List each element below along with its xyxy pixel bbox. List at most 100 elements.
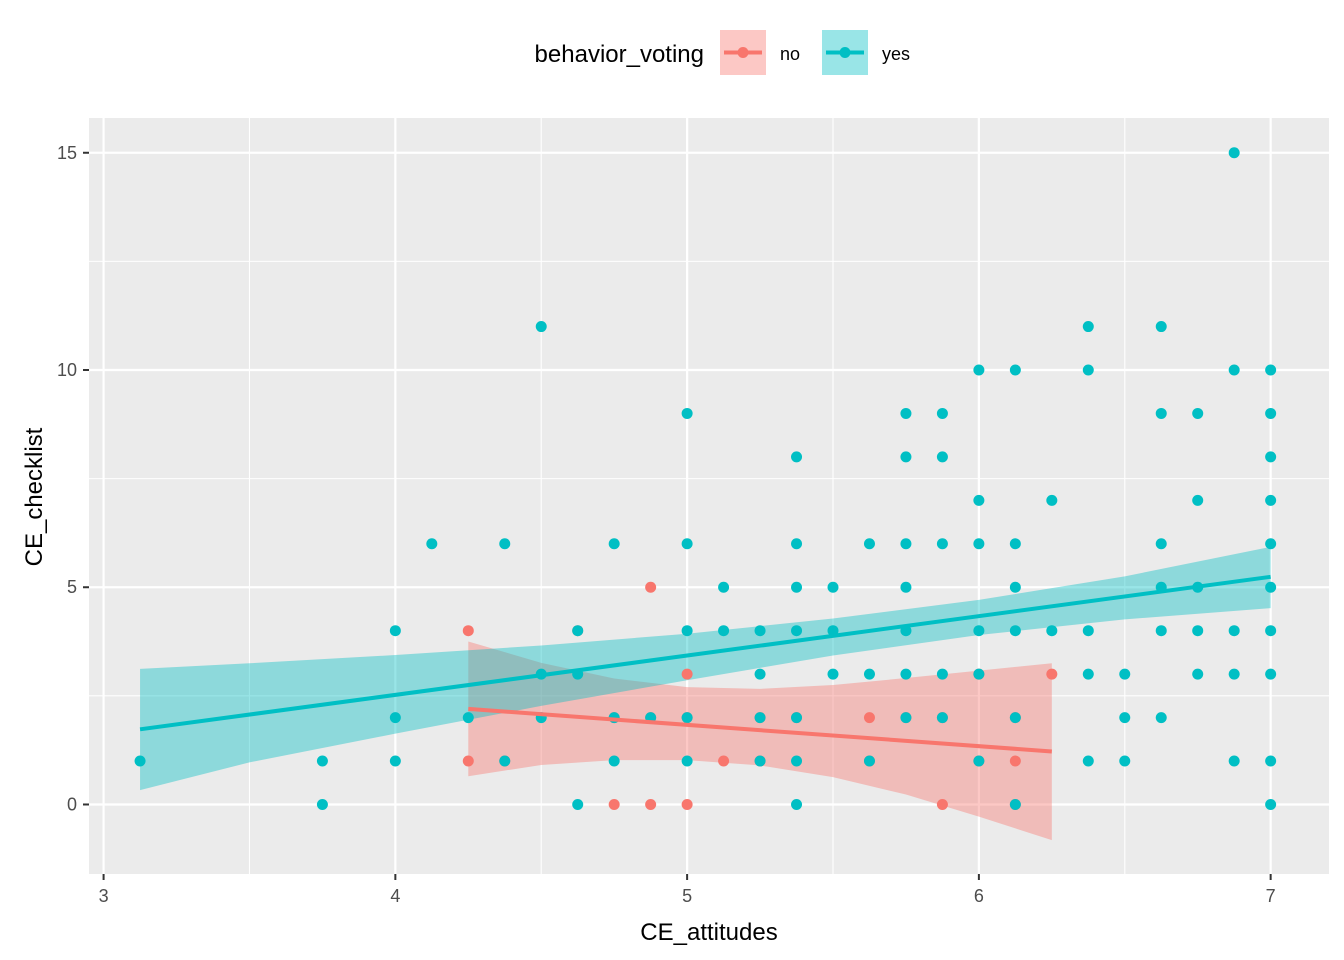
fit-line-yes	[139, 574, 1271, 732]
legend-label-yes: yes	[882, 44, 910, 64]
legend: behavior_voting no yes	[535, 30, 910, 75]
x-tick-label: 7	[1266, 886, 1276, 906]
data-point-yes	[900, 668, 912, 680]
confidence-band-yes	[140, 546, 1271, 791]
data-point-yes	[1046, 625, 1058, 637]
data-point-no	[645, 798, 657, 810]
data-point-no	[1046, 668, 1058, 680]
data-point-no	[608, 798, 620, 810]
x-axis-title: CE_attitudes	[640, 919, 777, 946]
data-point-yes	[1119, 755, 1131, 767]
data-point-yes	[681, 538, 693, 550]
data-point-yes	[316, 755, 328, 767]
data-point-yes	[1119, 712, 1131, 724]
data-point-yes	[936, 712, 948, 724]
y-tick-label: 15	[57, 143, 77, 163]
data-point-yes	[426, 538, 438, 550]
data-point-yes	[1155, 538, 1167, 550]
data-point-yes	[1082, 364, 1094, 376]
data-point-yes	[681, 755, 693, 767]
data-point-yes	[134, 755, 146, 767]
data-point-yes	[754, 712, 766, 724]
data-point-yes	[1265, 668, 1277, 680]
data-point-yes	[1265, 755, 1277, 767]
data-point-no	[863, 712, 875, 724]
data-point-yes	[827, 625, 839, 637]
data-point-yes	[900, 538, 912, 550]
data-point-yes	[462, 712, 474, 724]
y-axis-title: CE_checklist	[21, 427, 48, 566]
data-point-yes	[1155, 625, 1167, 637]
data-point-yes	[1192, 668, 1204, 680]
data-point-yes	[1009, 581, 1021, 593]
data-point-yes	[863, 755, 875, 767]
data-point-yes	[1082, 755, 1094, 767]
data-point-no	[1009, 755, 1021, 767]
data-point-no	[936, 798, 948, 810]
axes: 3 4 5 6 7 0 5 10 15	[57, 143, 1276, 906]
confidence-band-no	[468, 641, 1052, 841]
data-point-yes	[1009, 712, 1021, 724]
fit-lines	[139, 574, 1271, 754]
legend-key-point-no	[737, 47, 749, 58]
data-point-yes	[1265, 451, 1277, 463]
y-tick-label: 10	[57, 360, 77, 380]
data-point-yes	[791, 712, 803, 724]
data-point-yes	[791, 625, 803, 637]
legend-label-no: no	[780, 44, 800, 64]
data-point-yes	[1082, 321, 1094, 333]
data-point-yes	[1009, 625, 1021, 637]
data-point-yes	[1265, 625, 1277, 637]
data-point-yes	[973, 364, 985, 376]
data-point-yes	[863, 668, 875, 680]
data-point-yes	[1265, 494, 1277, 506]
data-point-yes	[1228, 147, 1240, 159]
plot-panel	[89, 118, 1329, 874]
confidence-bands	[140, 546, 1271, 841]
data-point-yes	[1082, 668, 1094, 680]
data-point-yes	[1046, 494, 1058, 506]
data-point-yes	[316, 798, 328, 810]
data-point-yes	[572, 798, 584, 810]
data-point-yes	[791, 451, 803, 463]
data-point-yes	[936, 668, 948, 680]
data-point-yes	[973, 755, 985, 767]
data-point-yes	[827, 668, 839, 680]
data-point-yes	[1009, 364, 1021, 376]
data-point-yes	[973, 494, 985, 506]
data-point-yes	[608, 755, 620, 767]
data-point-yes	[900, 451, 912, 463]
data-point-yes	[1155, 407, 1167, 419]
data-point-yes	[1009, 798, 1021, 810]
data-point-no	[462, 625, 474, 637]
data-point-yes	[973, 625, 985, 637]
data-point-yes	[1155, 712, 1167, 724]
data-point-yes	[1228, 668, 1240, 680]
y-tick-label: 5	[67, 577, 77, 597]
data-point-yes	[389, 755, 401, 767]
data-point-yes	[608, 538, 620, 550]
data-point-yes	[900, 581, 912, 593]
data-point-yes	[754, 625, 766, 637]
y-tick-label: 0	[67, 794, 77, 814]
data-point-yes	[1119, 668, 1131, 680]
data-point-yes	[1192, 625, 1204, 637]
x-tick-label: 3	[99, 886, 109, 906]
data-point-no	[681, 668, 693, 680]
legend-key-point-yes	[839, 47, 851, 58]
data-point-no	[718, 755, 730, 767]
data-point-yes	[900, 712, 912, 724]
data-point-yes	[1265, 581, 1277, 593]
data-point-yes	[900, 407, 912, 419]
grid-minor	[89, 118, 1329, 874]
data-point-yes	[1228, 755, 1240, 767]
data-point-yes	[499, 538, 511, 550]
data-point-yes	[1228, 364, 1240, 376]
data-point-yes	[791, 798, 803, 810]
legend-title: behavior_voting	[535, 41, 704, 68]
data-point-yes	[827, 581, 839, 593]
data-point-yes	[389, 712, 401, 724]
x-tick-label: 4	[390, 886, 400, 906]
legend-keys: no yes	[720, 30, 910, 75]
